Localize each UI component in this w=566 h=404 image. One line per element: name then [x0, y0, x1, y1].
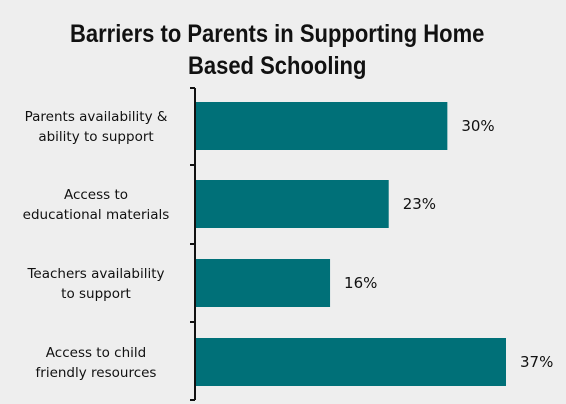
category-label: Access to: [64, 187, 128, 203]
category-label: Teachers availability: [26, 266, 164, 282]
bar-value-label: 23%: [403, 195, 436, 213]
category-label: friendly resources: [36, 365, 157, 381]
category-label: Parents availability &: [25, 109, 168, 125]
category-label: to support: [61, 286, 131, 302]
bar: [196, 102, 448, 150]
bar: [196, 338, 506, 386]
chart-title: Barriers to Parents in Supporting Home B…: [0, 18, 554, 82]
chart-title-line-2: Based Schooling: [187, 52, 367, 80]
bar-value-label: 16%: [344, 274, 377, 292]
bar: [196, 180, 389, 228]
category-label: educational materials: [23, 207, 170, 223]
bar: [196, 259, 331, 307]
bar-value-label: 30%: [461, 117, 494, 135]
category-label: ability to support: [38, 129, 153, 145]
chart-title-line-1: Barriers to Parents in Supporting Home: [69, 20, 485, 48]
bar-value-label: 37%: [520, 353, 553, 371]
category-label: Access to child: [46, 345, 146, 361]
